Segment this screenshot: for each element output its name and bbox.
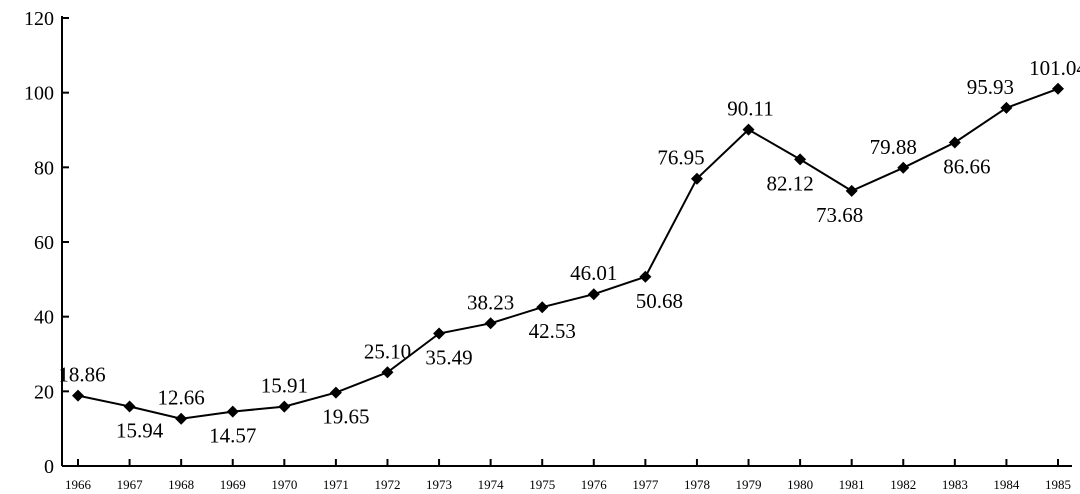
x-tick-label: 1974 xyxy=(478,477,505,492)
data-label: 12.66 xyxy=(158,386,205,410)
x-tick-label: 1977 xyxy=(632,477,659,492)
data-label: 50.68 xyxy=(636,289,683,313)
data-label: 19.65 xyxy=(322,405,369,429)
data-point xyxy=(381,366,394,379)
data-point xyxy=(536,301,549,314)
data-label: 86.66 xyxy=(943,154,990,178)
data-label: 95.93 xyxy=(967,75,1014,99)
y-axis: 0 20 40 60 80 100 120 xyxy=(24,8,69,478)
data-point xyxy=(226,405,239,418)
data-label: 73.68 xyxy=(816,203,863,227)
x-tick-label: 1966 xyxy=(65,477,92,492)
x-tick-label: 1967 xyxy=(117,477,144,492)
data-label: 46.01 xyxy=(570,261,617,285)
data-point xyxy=(897,161,910,174)
y-tick-label: 40 xyxy=(34,307,54,329)
x-tick-label: 1981 xyxy=(839,477,865,492)
x-tick-label: 1975 xyxy=(529,477,555,492)
data-label: 15.91 xyxy=(261,374,308,398)
data-point xyxy=(845,184,858,197)
x-tick-label: 1971 xyxy=(323,477,349,492)
x-tick-label: 1969 xyxy=(220,477,246,492)
data-point xyxy=(433,327,446,340)
data-label: 38.23 xyxy=(467,290,514,314)
data-label: 14.57 xyxy=(209,424,256,448)
data-label: 79.88 xyxy=(870,135,917,159)
x-tick-label: 1970 xyxy=(271,477,297,492)
x-tick-label: 1984 xyxy=(993,477,1020,492)
x-tick-label: 1972 xyxy=(374,477,400,492)
x-tick-label: 1978 xyxy=(684,477,710,492)
data-point xyxy=(1052,82,1064,95)
data-label: 42.53 xyxy=(529,319,576,343)
data-point xyxy=(72,389,84,402)
x-tick-label: 1968 xyxy=(168,477,194,492)
y-tick-label: 0 xyxy=(44,456,54,478)
data-point xyxy=(1000,101,1013,114)
data-label: 101.04 xyxy=(1029,56,1080,80)
x-tick-label: 1980 xyxy=(787,477,813,492)
data-point xyxy=(484,317,497,330)
data-label: 76.95 xyxy=(657,146,704,170)
data-label: 18.86 xyxy=(58,363,105,387)
x-tick-label: 1973 xyxy=(426,477,452,492)
y-tick-label: 120 xyxy=(24,8,54,30)
data-label: 15.94 xyxy=(116,418,164,442)
data-point xyxy=(587,288,600,301)
data-point xyxy=(123,400,136,413)
axes xyxy=(61,16,1072,467)
x-tick-label: 1982 xyxy=(890,477,916,492)
data-label: 25.10 xyxy=(364,339,411,363)
data-point xyxy=(175,412,188,425)
x-tick-label: 1979 xyxy=(736,477,762,492)
x-tick-label: 1983 xyxy=(942,477,968,492)
data-point xyxy=(639,270,652,283)
series-line xyxy=(77,87,1059,420)
data-point xyxy=(948,136,961,149)
data-point xyxy=(690,172,703,185)
x-tick-label: 1985 xyxy=(1045,477,1071,492)
data-point xyxy=(329,386,342,399)
data-label: 82.12 xyxy=(766,171,813,195)
y-tick-label: 80 xyxy=(34,157,54,179)
y-tick-label: 60 xyxy=(34,232,54,254)
data-point xyxy=(742,123,755,136)
data-point xyxy=(278,400,291,413)
data-markers xyxy=(72,82,1064,425)
data-label: 35.49 xyxy=(425,346,472,370)
y-tick-label: 100 xyxy=(24,83,54,105)
data-point xyxy=(794,153,807,166)
y-tick-label: 20 xyxy=(34,381,54,403)
data-label: 90.11 xyxy=(727,97,773,121)
x-tick-label: 1976 xyxy=(581,477,608,492)
x-axis: 1966 1967 1968 1969 1970 1971 1972 1973 1974 1975… xyxy=(65,459,1071,492)
